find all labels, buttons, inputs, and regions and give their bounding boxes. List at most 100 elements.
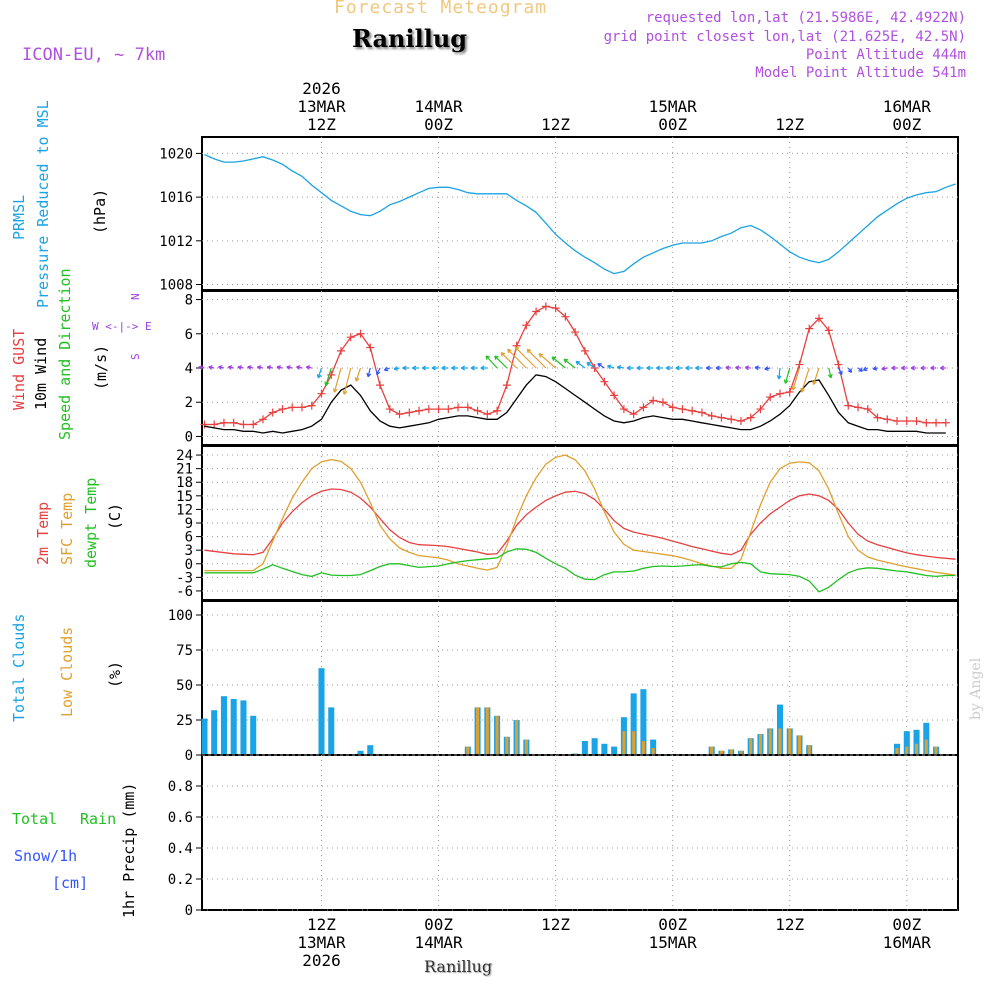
wind-arrow (276, 365, 283, 370)
wind-arrow (586, 361, 595, 369)
label-ms: (m/s) (92, 345, 110, 390)
gust-marker (258, 415, 267, 424)
gust-marker (278, 405, 287, 414)
series-2m-temp (204, 488, 956, 560)
gust-marker (502, 381, 511, 390)
gust-marker (444, 405, 453, 414)
wind-arrow (930, 365, 937, 371)
gust-marker (376, 381, 385, 390)
label-dewpt-temp: dewpt Temp (82, 478, 100, 568)
wind-arrow (597, 363, 605, 369)
gust-marker (532, 307, 541, 316)
wind-arrow (421, 365, 429, 371)
gust-marker (493, 406, 502, 415)
wind-arrow (665, 365, 673, 371)
wind-arrow (316, 367, 323, 379)
wind-arrow (324, 367, 332, 387)
gust-marker (766, 393, 775, 402)
wind-arrow (460, 365, 468, 371)
gust-marker (337, 346, 346, 355)
wind-arrow (857, 367, 863, 372)
gust-marker (600, 377, 609, 386)
bar-total-clouds (601, 743, 608, 755)
series-sfc-temp (204, 454, 956, 576)
gust-marker (902, 417, 911, 426)
bottom-time-label: 00Z (658, 915, 687, 934)
series-prmsl (204, 153, 956, 275)
bar-low-clouds (924, 739, 928, 755)
wind-arrow (208, 365, 215, 370)
ytick-label-pressure: 1012 (159, 234, 193, 250)
label-rain: Rain (80, 810, 116, 828)
wind-arrow (783, 367, 791, 384)
ytick-label-clouds: 100 (168, 608, 193, 624)
wind-arrow (296, 365, 303, 370)
gust-marker (610, 391, 619, 400)
gust-marker (941, 418, 950, 427)
model-label: ICON-EU, ~ 7km (22, 45, 166, 65)
wind-arrow (754, 365, 761, 371)
wind-arrow (237, 365, 244, 370)
wind-arrow (705, 365, 712, 371)
wind-arrow (685, 365, 693, 371)
ytick-label-precip: 0.6 (168, 810, 193, 826)
ytick-label-temperature: 9 (185, 516, 193, 532)
gust-marker (580, 346, 589, 355)
gust-marker (249, 420, 258, 429)
label-pct: (%) (106, 661, 124, 688)
gust-marker (297, 403, 306, 412)
bar-total-clouds (903, 731, 910, 755)
bar-low-clouds (622, 731, 626, 755)
gust-marker (366, 343, 375, 352)
ytick-label-temperature: -3 (176, 570, 193, 586)
ytick-label-clouds: 25 (176, 713, 193, 729)
gust-marker (288, 403, 297, 412)
gust-marker (219, 418, 228, 427)
wind-arrow (764, 366, 771, 371)
gust-marker (395, 410, 404, 419)
gust-marker (239, 420, 248, 429)
label-total-clouds: Total Clouds (10, 614, 28, 722)
bar-low-clouds (749, 738, 753, 755)
bar-total-clouds (250, 715, 257, 755)
ytick-label-wind: 0 (185, 429, 193, 445)
panel-frame-pressure (201, 136, 959, 291)
gust-marker (346, 333, 355, 342)
gust-marker (746, 413, 755, 422)
bottom-time-label: 00Z (892, 915, 921, 934)
bar-low-clouds (768, 728, 772, 755)
wind-arrow (305, 365, 312, 370)
top-time-label: 13MAR (297, 97, 346, 116)
bar-total-clouds (630, 693, 637, 755)
bar-total-clouds (923, 722, 930, 755)
wind-arrow (266, 365, 273, 370)
gust-marker (893, 417, 902, 426)
wind-arrow (366, 367, 372, 378)
gust-marker (873, 413, 882, 422)
wind-arrow (431, 365, 439, 371)
wind-arrow (485, 355, 498, 369)
compass-n: N (129, 293, 142, 300)
gust-marker (717, 413, 726, 422)
bar-low-clouds (778, 728, 782, 755)
gust-marker (775, 389, 784, 398)
gust-marker (473, 406, 482, 415)
bottom-time-label: 12Z (307, 915, 336, 934)
bottom-time-label: 12Z (775, 915, 804, 934)
top-time-label: 12Z (541, 115, 570, 134)
wind-arrow (563, 358, 576, 369)
bar-total-clouds (591, 738, 598, 755)
gust-marker (727, 415, 736, 424)
bar-low-clouds (495, 715, 499, 755)
gust-marker (863, 405, 872, 414)
gust-marker (385, 405, 394, 414)
series-dewpt-temp (204, 548, 956, 593)
bar-total-clouds (581, 741, 588, 755)
gust-marker (522, 321, 531, 330)
label-prmsl: PRMSL (10, 195, 28, 240)
top-time-label: 12Z (775, 115, 804, 134)
wind-arrow (646, 365, 654, 371)
bar-low-clouds (641, 741, 645, 755)
bar-total-clouds (328, 707, 335, 755)
panel-frame-precip (201, 754, 959, 911)
